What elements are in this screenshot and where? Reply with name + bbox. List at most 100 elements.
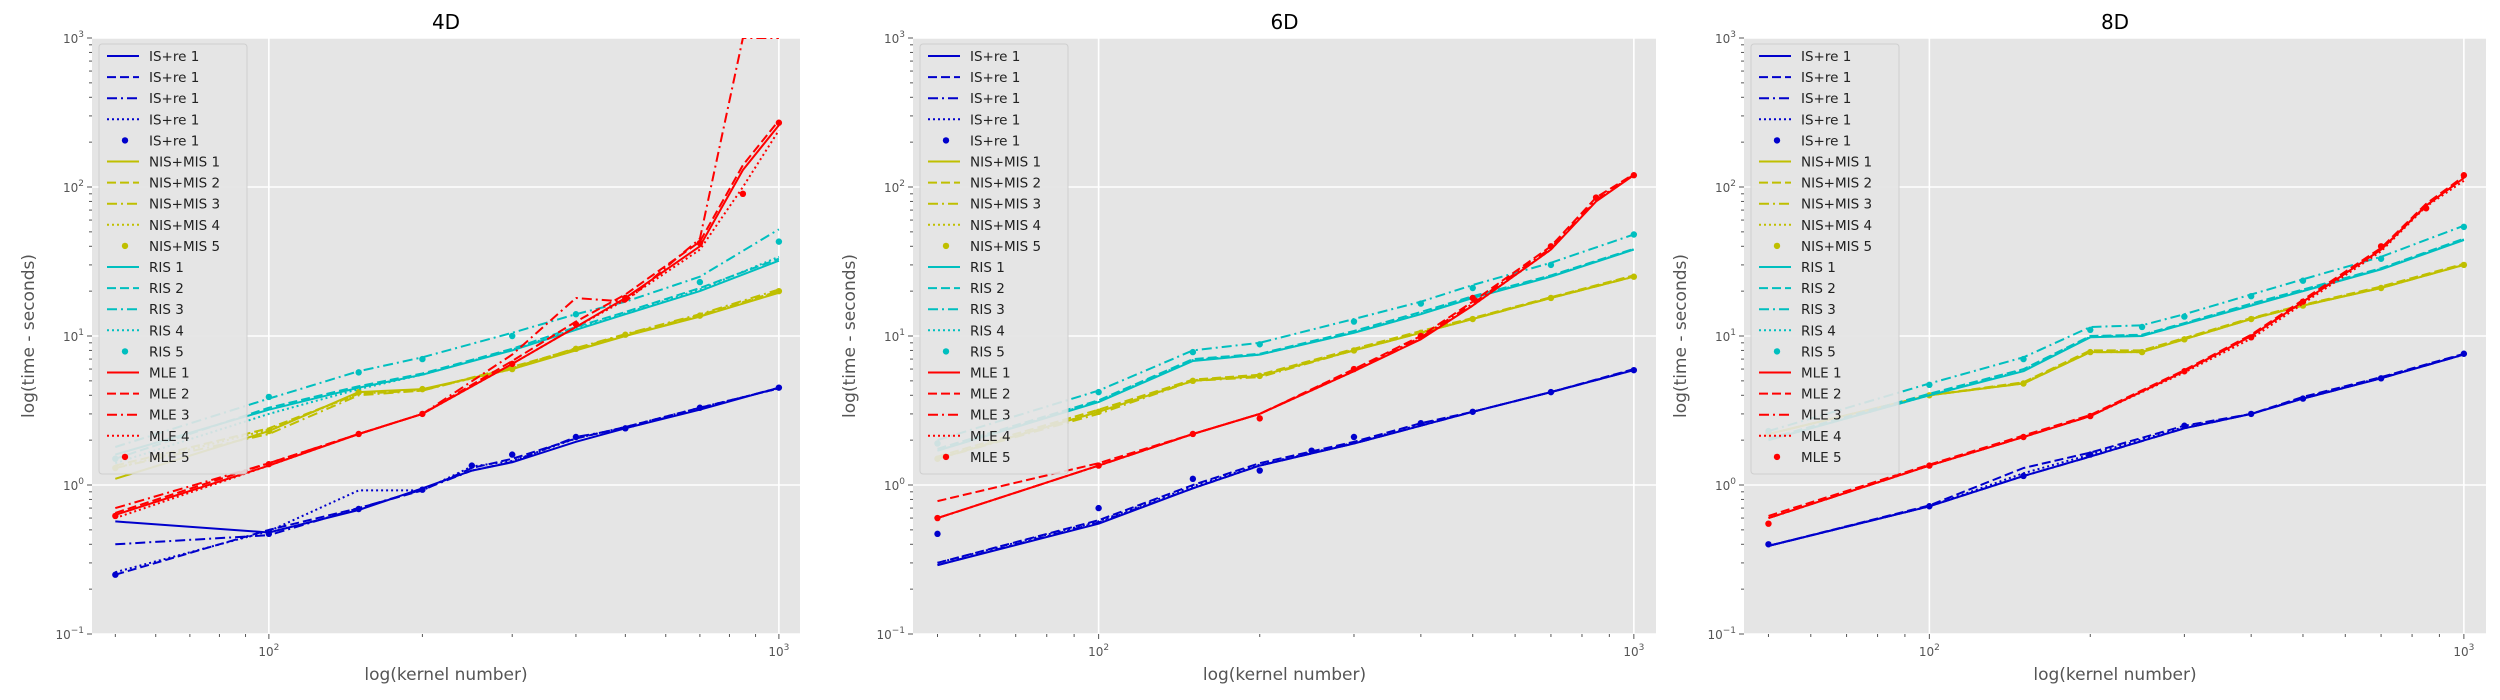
y-tick-label: 101	[1715, 328, 1736, 344]
legend-item: RIS 4	[928, 323, 1005, 339]
series-line	[937, 173, 1635, 503]
legend-item: IS+re 1	[942, 133, 1020, 149]
y-tick-label: 102	[1715, 179, 1736, 195]
data-point	[1189, 377, 1197, 385]
y-tick-label: 100	[884, 477, 905, 493]
legend-item: MLE 5	[1773, 450, 1842, 466]
data-point	[2247, 410, 2255, 418]
data-point	[1926, 381, 1933, 389]
data-point	[468, 462, 476, 469]
legend-box	[1750, 43, 1900, 475]
legend-label: IS+re 1	[149, 112, 199, 128]
data-point	[2247, 292, 2255, 300]
legend-item: MLE 1	[928, 366, 1011, 382]
data-point	[1630, 366, 1638, 374]
legend-item: IS+re 1	[928, 112, 1020, 128]
legend: IS+re 1 IS+re 1 IS+re 1 IS+re 1 IS+re 1 NIS+M…	[1750, 43, 1900, 475]
data-point	[775, 287, 783, 295]
legend-label: NIS+MIS 1	[149, 155, 220, 171]
data-point	[1469, 284, 1476, 292]
legend-item: IS+re 1	[107, 91, 199, 107]
data-point	[572, 433, 580, 441]
series-line	[115, 386, 780, 546]
series-line	[114, 228, 780, 448]
legend-marker	[1773, 348, 1781, 355]
legend-item: MLE 3	[107, 408, 190, 424]
data-point	[1095, 504, 1102, 512]
legend-label: NIS+MIS 3	[149, 197, 220, 213]
data-point	[265, 393, 273, 401]
legend-item: RIS 4	[1759, 323, 1836, 339]
x-tick-label-exponent: 3	[1639, 643, 1645, 653]
data-point	[265, 460, 273, 468]
series-line	[1768, 262, 2465, 435]
y-tick-label-exponent: −1	[1723, 626, 1736, 636]
legend-label: NIS+MIS 2	[149, 176, 220, 192]
y-tick-label-base: 10	[63, 479, 78, 493]
y-tick-label: 103	[884, 30, 905, 46]
legend-label: MLE 1	[1801, 366, 1842, 382]
data-point	[355, 369, 362, 376]
data-point	[2377, 284, 2385, 292]
legend-label: NIS+MIS 1	[1801, 155, 1872, 171]
data-point	[2087, 348, 2094, 356]
legend-item: IS+re 1	[107, 70, 199, 86]
data-point	[1765, 541, 1772, 548]
legend-item: IS+re 1	[1759, 49, 1851, 65]
data-point	[2299, 277, 2307, 284]
data-point	[2460, 350, 2468, 357]
y-tick-label-base: 10	[63, 32, 78, 46]
legend-label: RIS 3	[970, 302, 1005, 318]
legend: IS+re 1 IS+re 1 IS+re 1 IS+re 1 IS+re 1 NIS+M…	[98, 43, 248, 475]
data-point	[2181, 313, 2188, 320]
data-point	[1630, 231, 1638, 238]
data-point	[2020, 433, 2027, 441]
y-axis-label: log(time - seconds)	[840, 254, 860, 418]
y-tick-label: 10−1	[876, 626, 905, 642]
legend-item: MLE 2	[107, 387, 190, 403]
legend-item: NIS+MIS 2	[928, 176, 1041, 192]
x-tick-label: 103	[1623, 643, 1644, 659]
data-point	[1765, 520, 1772, 527]
data-point	[2299, 395, 2307, 402]
legend-marker	[121, 242, 129, 250]
data-point	[2422, 205, 2430, 212]
legend-label: NIS+MIS 4	[1801, 218, 1872, 234]
legend-label: MLE 3	[970, 408, 1011, 424]
data-point	[696, 404, 704, 411]
data-point	[2377, 255, 2385, 262]
legend-label: IS+re 1	[149, 70, 199, 86]
data-point	[2087, 451, 2094, 458]
legend-item: MLE 2	[928, 387, 1011, 403]
data-point	[1547, 294, 1555, 302]
legend-item: RIS 5	[942, 344, 1005, 360]
legend-item: NIS+MIS 2	[107, 176, 220, 192]
data-point	[572, 321, 580, 328]
data-point	[1926, 503, 1933, 510]
legend-label: RIS 1	[970, 260, 1005, 276]
legend-item: NIS+MIS 5	[1773, 239, 1872, 255]
data-point	[419, 410, 426, 418]
series-line	[1768, 237, 2465, 440]
series-line	[114, 124, 780, 516]
data-point	[112, 512, 119, 520]
data-point	[2377, 243, 2385, 250]
legend-label: IS+re 1	[149, 133, 199, 149]
data-point	[509, 360, 516, 368]
y-tick-label-base: 10	[1707, 628, 1722, 642]
legend-marker	[121, 348, 129, 355]
legend-item: RIS 5	[121, 344, 184, 360]
legend-item: RIS 2	[107, 281, 184, 297]
series-line	[937, 275, 1635, 460]
legend-label: IS+re 1	[970, 70, 1020, 86]
y-tick-label: 103	[63, 30, 84, 46]
legend-item: RIS 3	[107, 302, 184, 318]
legend-marker	[121, 453, 129, 461]
x-tick-label: 103	[768, 643, 789, 659]
data-point	[1630, 273, 1638, 280]
legend-label: MLE 4	[149, 429, 190, 445]
y-tick-label-exponent: 1	[899, 328, 905, 338]
data-point	[355, 430, 362, 438]
legend-item: MLE 2	[1759, 387, 1842, 403]
